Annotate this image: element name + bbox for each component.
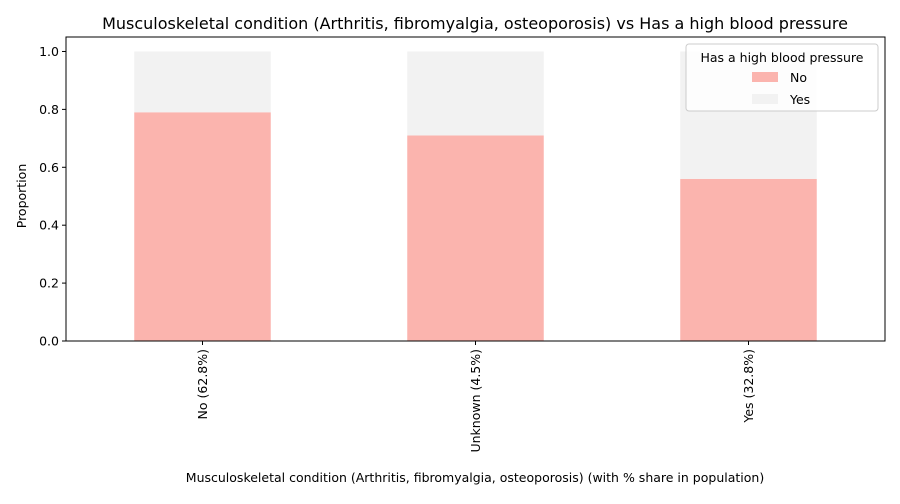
bar-segment-yes-1 — [407, 51, 544, 136]
legend-label-no: No — [790, 70, 807, 85]
bar-segment-no-2 — [680, 178, 817, 341]
chart-title: Musculoskeletal condition (Arthritis, fi… — [102, 14, 848, 33]
bars-layer — [134, 51, 817, 341]
axes-layer: 0.0 0.2 0.4 0.6 0.8 1.0 No (62.8%) Unknown (4.5… — [39, 36, 886, 453]
legend-swatch-no — [752, 72, 778, 82]
x-tick-label: Yes (32.8%) — [741, 349, 756, 424]
y-tick-label: 0.4 — [39, 218, 59, 233]
y-tick-label: 0.8 — [39, 102, 59, 117]
bar-segment-yes-0 — [134, 51, 271, 113]
y-tick-label: 1.0 — [39, 44, 59, 59]
legend-swatch-yes — [752, 94, 778, 104]
y-tick-label: 0.6 — [39, 160, 59, 175]
legend-label-yes: Yes — [789, 92, 810, 107]
bar-segment-no-1 — [407, 135, 544, 341]
legend-title: Has a high blood pressure — [700, 50, 863, 65]
legend: Has a high blood pressure No Yes — [685, 43, 879, 112]
y-tick-label: 0.0 — [39, 334, 59, 349]
bar-segment-no-0 — [134, 112, 271, 341]
x-axis-label: Musculoskeletal condition (Arthritis, fi… — [186, 470, 764, 485]
y-axis-label: Proportion — [14, 164, 29, 229]
x-tick-label: No (62.8%) — [195, 349, 210, 419]
x-tick-label: Unknown (4.5%) — [468, 349, 483, 453]
y-tick-label: 0.2 — [39, 276, 59, 291]
legend-box — [685, 43, 879, 112]
